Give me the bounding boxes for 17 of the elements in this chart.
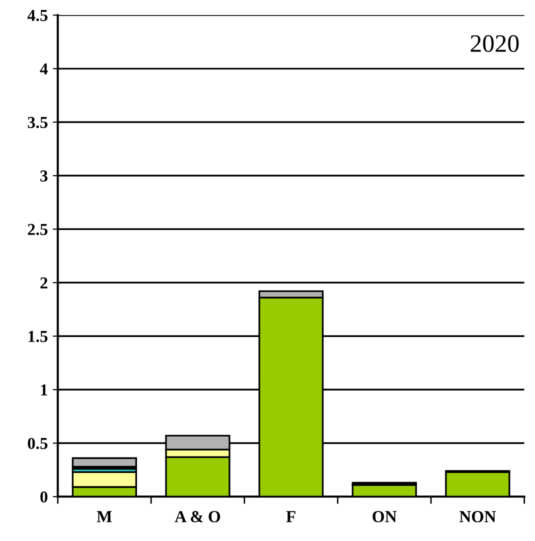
y-tick-label: 0.5 <box>28 438 48 450</box>
y-tick-label: 2.5 <box>28 224 48 236</box>
annotation: 2020 <box>470 35 519 52</box>
y-tick-label: 1.5 <box>28 330 48 342</box>
y-tick-label: 4.5 <box>27 10 48 22</box>
x-tick-label: NON <box>459 511 496 522</box>
y-tick-label: 1 <box>41 384 48 396</box>
y-tick-label: 3 <box>40 170 48 182</box>
y-tick-label: 0 <box>40 491 48 503</box>
y-tick-label: 2 <box>40 277 48 288</box>
x-tick-label: A & O <box>174 511 220 522</box>
y-tick-label: 3.5 <box>28 116 48 128</box>
x-tick-label: M <box>96 511 112 522</box>
x-tick-label: ON <box>372 511 397 522</box>
bar <box>72 457 137 468</box>
x-tick-label: F <box>286 511 296 522</box>
y-tick-label: 4 <box>40 63 48 74</box>
